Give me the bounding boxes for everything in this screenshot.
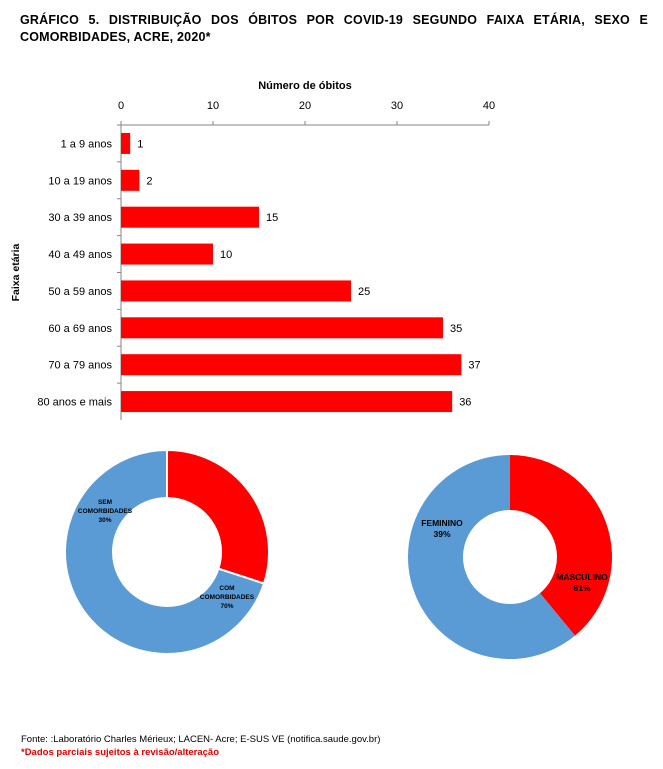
x-tick-label: 40 xyxy=(483,100,495,112)
category-label: 60 a 69 anos xyxy=(48,323,112,335)
x-tick-label: 10 xyxy=(207,100,219,112)
comorbidity-donut-chart: SEM COMORBIDADES 30% COM COMORBIDADES 70% xyxy=(64,448,270,655)
bar xyxy=(121,132,131,154)
bar xyxy=(121,280,351,302)
category-label: 10 a 19 anos xyxy=(48,175,112,187)
bar-value-label: 15 xyxy=(266,212,278,224)
source-text: Fonte: :Laboratório Charles Mérieux; LAC… xyxy=(21,734,381,745)
category-label: 1 a 9 anos xyxy=(61,138,113,150)
slice-label: FEMININO xyxy=(421,518,463,528)
bar xyxy=(121,391,453,413)
bar xyxy=(121,169,140,191)
footer: Fonte: :Laboratório Charles Mérieux; LAC… xyxy=(21,733,380,759)
category-label: 50 a 59 anos xyxy=(48,286,112,298)
slice-label: COMORBIDADES xyxy=(200,594,255,601)
age-bar-chart: Número de óbitos 0 10 20 30 40 Faixa etária 1 a… xyxy=(10,80,495,420)
donut-slice xyxy=(510,455,612,636)
bar-value-label: 1 xyxy=(137,138,143,150)
category-label: 80 anos e mais xyxy=(37,397,112,409)
x-axis-title: Número de óbitos xyxy=(258,80,352,92)
slice-percent-label: 39% xyxy=(433,529,450,539)
bar xyxy=(121,243,213,265)
slice-percent-label: 30% xyxy=(98,517,111,524)
donut-slice xyxy=(64,448,266,655)
donut-slice xyxy=(408,455,576,659)
slice-percent-label: 70% xyxy=(220,603,233,610)
bar xyxy=(121,354,462,376)
bar xyxy=(121,317,443,339)
slice-label: COM xyxy=(219,585,234,592)
slice-percent-label: 61% xyxy=(573,583,590,593)
x-tick-label: 20 xyxy=(299,100,311,112)
bar-value-label: 2 xyxy=(146,175,152,187)
bar-value-label: 25 xyxy=(358,286,370,298)
bar xyxy=(121,206,259,228)
x-tick-label: 30 xyxy=(391,100,403,112)
slice-label: SEM xyxy=(98,499,112,506)
category-label: 30 a 39 anos xyxy=(48,212,112,224)
revision-note: *Dados parciais sujeitos à revisão/alter… xyxy=(21,747,220,758)
bar-value-label: 10 xyxy=(220,249,232,261)
bar-value-label: 36 xyxy=(459,397,471,409)
slice-label: MASCULINO xyxy=(556,572,608,582)
x-tick-label: 0 xyxy=(118,100,124,112)
bar-value-label: 37 xyxy=(468,360,480,372)
slice-label: COMORBIDADES xyxy=(78,508,133,515)
y-axis-title: Faixa etária xyxy=(10,243,22,301)
bar-value-label: 35 xyxy=(450,323,462,335)
category-label: 70 a 79 anos xyxy=(48,360,112,372)
category-label: 40 a 49 anos xyxy=(48,249,112,261)
chart-title: GRÁFICO 5. DISTRIBUIÇÃO DOS ÓBITOS POR C… xyxy=(20,13,648,44)
donut-slice xyxy=(166,448,270,585)
